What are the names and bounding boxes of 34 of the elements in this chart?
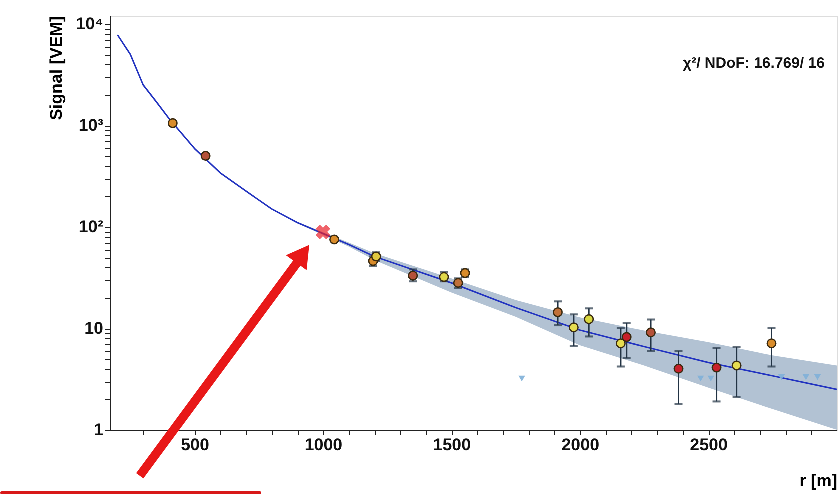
point: [712, 362, 722, 373]
point: [553, 307, 563, 318]
point: [518, 376, 526, 382]
point: [802, 374, 810, 380]
y-tick-label: 1: [94, 420, 104, 440]
x-tick-label: 1000: [304, 436, 343, 454]
y-tick-label: 10³: [78, 116, 104, 136]
x-tick-label: 2000: [562, 436, 600, 454]
point: [408, 270, 418, 281]
point: [584, 314, 594, 324]
y-tick-label: 10⁴: [76, 14, 104, 34]
point: [814, 374, 822, 380]
y-axis-title: Signal [VEM]: [47, 16, 66, 120]
y-tick-label: 10: [84, 319, 104, 338]
point: [674, 364, 684, 374]
point: [708, 376, 714, 382]
point: [330, 234, 340, 245]
point: [646, 328, 656, 338]
point: [697, 376, 704, 382]
x-tick-label: 500: [181, 436, 210, 454]
point: [200, 151, 211, 162]
point: [766, 338, 777, 349]
annotation: χ²/ NDoF: 16.769/ 16: [682, 55, 825, 72]
point: [168, 118, 178, 128]
x-tick-label: 2500: [690, 436, 728, 454]
point: [616, 338, 626, 349]
x-tick-label: 1500: [433, 436, 472, 454]
point: [732, 360, 742, 371]
point: [316, 224, 331, 240]
point: [778, 374, 786, 380]
x-axis-title: r [m]: [800, 472, 838, 490]
point: [568, 322, 579, 333]
y-tick-label: 10²: [78, 218, 104, 237]
point: [622, 332, 632, 342]
